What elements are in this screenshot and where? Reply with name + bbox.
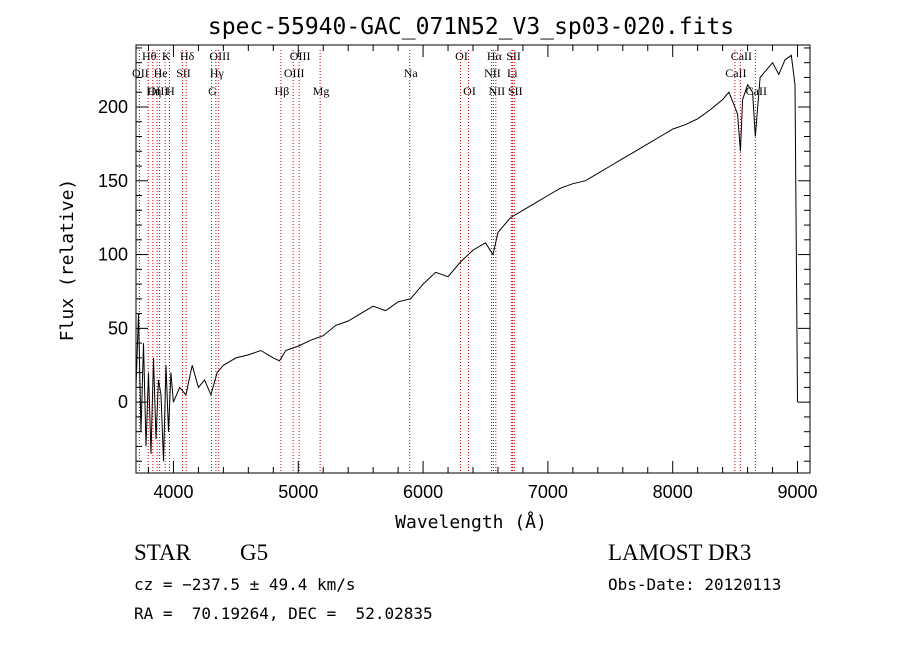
line-label-11: OIII [209,49,230,63]
y-axis-ticks: 0 50 100 150 200 [98,47,810,462]
line-label-2: OIII [148,84,169,98]
line-label-25: CaII [725,66,746,80]
x-axis-ticks: 4000 5000 6000 7000 8000 9000 [147,45,818,502]
x-tick-label-1: 5000 [278,482,318,502]
line-label-6: H [166,84,175,98]
line-label-21: NII [489,84,506,98]
x-tick-label-0: 4000 [153,482,193,502]
line-label-22: Li [507,66,518,80]
x-axis-label: Wavelength (Å) [395,511,547,533]
line-label-12: Hβ [275,84,290,98]
y-tick-label-4: 200 [98,97,128,117]
line-label-9: G [208,84,217,98]
chart-title: spec-55940-GAC_071N52_V3_sp03-020.fits [208,14,734,40]
line-label-23: SII [506,49,521,63]
line-label-20: Hα [487,49,503,63]
line-label-8: Hδ [180,49,195,63]
line-label-19: NII [484,66,501,80]
plot-frame [135,44,811,474]
survey-name: LAMOST DR3 [608,540,752,565]
line-label-27: CaII [746,84,767,98]
y-tick-label-3: 150 [98,171,128,191]
y-tick-label-2: 100 [98,245,128,265]
line-label-13: OIII [284,66,305,80]
observation-date: Obs-Date: 20120113 [608,575,782,594]
line-label-24: SII [508,84,523,98]
line-label-18: OI [463,84,476,98]
line-label-7: SII [176,66,191,80]
x-tick-label-2: 6000 [403,482,443,502]
x-tick-label-4: 8000 [653,482,693,502]
y-tick-label-1: 50 [108,318,128,338]
object-class: STAR [134,540,191,565]
spectrum-line [135,54,798,462]
subclass: G5 [240,540,269,565]
line-label-15: Mg [313,84,330,98]
line-label-3: Hη [146,84,161,98]
y-axis-label: Flux (relative) [57,179,78,342]
y-tick-label-0: 0 [118,392,128,412]
spectral-line-markers: HθOIIOIIIHηHeKHSIIHδGHγOIIIHβOIIIOIIIMgN… [132,49,767,473]
x-tick-label-3: 7000 [528,482,568,502]
x-tick-label-5: 9000 [777,482,817,502]
line-label-5: K [162,49,171,63]
coordinates: RA = 70.19264, DEC = 52.02835 [134,604,433,623]
line-label-17: OI [455,49,468,63]
line-label-14: OIII [290,49,311,63]
line-label-26: CaII [731,49,752,63]
line-label-16: Na [404,66,419,80]
line-label-4: He [154,66,168,80]
line-label-10: Hγ [210,66,225,80]
line-label-0: Hθ [142,49,157,63]
redshift-velocity: cz = −237.5 ± 49.4 km/s [134,575,356,594]
